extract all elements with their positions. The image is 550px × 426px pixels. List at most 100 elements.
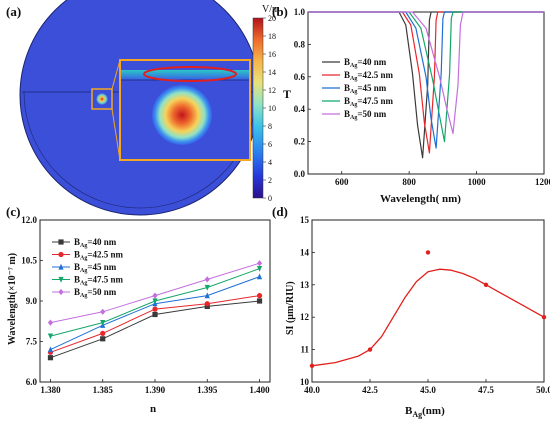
plot-d-point bbox=[309, 363, 315, 368]
plot-d-point bbox=[483, 282, 489, 287]
plot-b-series-line bbox=[308, 11, 544, 159]
plot-c-legend-label: BAg=42.5 nm bbox=[74, 250, 123, 262]
plot-c-point bbox=[256, 266, 263, 272]
plot-d-ytick-label: 14 bbox=[300, 247, 310, 257]
panel-c-label: (c) bbox=[6, 204, 20, 219]
core-field-hotspot bbox=[152, 85, 212, 145]
plot-c-point bbox=[100, 320, 106, 326]
plot-b-series-line bbox=[308, 11, 544, 143]
plot-c-xlabel: n bbox=[150, 403, 156, 415]
panel-a-label: (a) bbox=[6, 4, 21, 19]
plot-c-legend-sub: Ag bbox=[80, 268, 87, 274]
plot-b-ytick-label: 0.2 bbox=[294, 137, 306, 147]
plot-b-xtick-label: 800 bbox=[402, 177, 416, 187]
plot-c-legend-label: BAg=50 nm bbox=[74, 287, 117, 299]
plot-d-ylabel: SI (μm/RIU) bbox=[285, 281, 296, 335]
plot-d-xlabel-suffix: (nm) bbox=[422, 405, 445, 417]
plot-b-ytick-label: 0.6 bbox=[294, 72, 306, 82]
plot-c-legend-text: =50 nm bbox=[87, 287, 116, 297]
plot-b-legend-text: =47.5 nm bbox=[357, 96, 393, 106]
colorbar-tick-label: 16 bbox=[268, 50, 276, 59]
plot-c-xtick-label: 1.380 bbox=[40, 385, 61, 395]
plot-c-point bbox=[152, 298, 158, 305]
plot-c-legend-text: =42.5 nm bbox=[87, 250, 123, 260]
plot-d-xtick-label: 45.0 bbox=[420, 385, 436, 395]
plot-d-xlabel-sub: Ag bbox=[412, 410, 422, 419]
plot-c-point bbox=[47, 319, 54, 326]
plot-c-point bbox=[256, 293, 263, 299]
plot-c-legend-sub: Ag bbox=[80, 293, 87, 299]
plot-b-legend-text: =40 nm bbox=[357, 57, 386, 67]
plot-d-ytick-label: 10 bbox=[300, 377, 310, 387]
colorbar-tick-label: 8 bbox=[268, 122, 272, 131]
highlight-ellipse bbox=[143, 66, 237, 82]
colorbar-tick-label: 2 bbox=[268, 176, 272, 185]
plot-c-legend-label: BAg=47.5 nm bbox=[74, 275, 123, 287]
plot-c-point bbox=[152, 292, 158, 299]
plot-c-point bbox=[204, 284, 210, 291]
plot-d-ytick-label: 15 bbox=[300, 215, 310, 225]
plot-b-ytick-label: 1.0 bbox=[294, 7, 306, 17]
plot-c-point bbox=[204, 292, 210, 299]
plot-c-legend-label: BAg=45 nm bbox=[74, 262, 117, 274]
plot-c-legend-prefix: B bbox=[74, 275, 80, 285]
panel-d-label: (d) bbox=[272, 204, 288, 219]
colorbar-unit: V/m bbox=[262, 4, 280, 15]
plot-c-point bbox=[256, 273, 263, 280]
colorbar-tick-label: 12 bbox=[268, 86, 276, 95]
plot-b-legend-label: BAg=50 nm bbox=[344, 109, 387, 121]
plot-c-xtick-label: 1.390 bbox=[145, 385, 166, 395]
plot-c-legend-sub: Ag bbox=[80, 256, 87, 262]
plot-c-ytick-label: 6.0 bbox=[26, 377, 38, 387]
plot-d-fit-curve bbox=[311, 268, 545, 367]
plot-c-ylabel: Wavelength(×10⁻⁷ m) bbox=[7, 253, 18, 345]
plot-b-legend-label: BAg=40 nm bbox=[344, 57, 387, 69]
plot-b-legend-sub: Ag bbox=[350, 115, 357, 121]
plot-c-legend-text: =40 nm bbox=[87, 237, 116, 247]
panel-d: (d) 40.0 42.5 45.0 47.5 50.0 10 11 12 13 14 15 SI … bbox=[272, 204, 550, 419]
plot-b-xtick-label: 600 bbox=[335, 177, 349, 187]
plot-c-legend-marker bbox=[58, 276, 64, 283]
plot-c-ytick-label: 7.5 bbox=[26, 337, 38, 347]
plot-b-ytick-label: 0.4 bbox=[294, 104, 306, 114]
plot-b-legend-sub: Ag bbox=[350, 76, 357, 82]
plot-d-point bbox=[541, 315, 547, 320]
colorbar-tick-label: 20 bbox=[268, 14, 276, 23]
plot-b-series-line bbox=[308, 11, 544, 149]
plot-c-point bbox=[256, 260, 263, 267]
plot-c-legend-text: =45 nm bbox=[87, 262, 116, 272]
plot-c-legend-marker bbox=[58, 239, 64, 245]
plot-b-legend-sub: Ag bbox=[350, 89, 357, 95]
plot-b-legend-text: =50 nm bbox=[357, 109, 386, 119]
plot-d-ytick-label: 12 bbox=[300, 312, 310, 322]
plot-b-legend-text: =42.5 nm bbox=[357, 70, 393, 80]
plot-b-legend-prefix: B bbox=[344, 83, 350, 93]
plot-d-xlabel-prefix: B bbox=[405, 405, 413, 417]
plot-b-xlabel: Wavelength( nm) bbox=[380, 193, 461, 205]
plot-c-point bbox=[204, 301, 210, 307]
plot-d-xtick-label: 50.0 bbox=[536, 385, 550, 395]
plot-c-point bbox=[47, 355, 54, 361]
plot-c-legend-prefix: B bbox=[74, 287, 80, 297]
plot-d-xtick-label: 47.5 bbox=[478, 385, 494, 395]
plot-b-legend-label: BAg=47.5 nm bbox=[344, 96, 393, 108]
plot-d-point bbox=[425, 250, 431, 255]
plot-b-legend-prefix: B bbox=[344, 57, 350, 67]
plot-d-axes: 40.0 42.5 45.0 47.5 50.0 10 11 12 13 14 15 bbox=[300, 215, 550, 395]
plot-d-xtick-label: 42.5 bbox=[362, 385, 378, 395]
colorbar-tick-label: 10 bbox=[268, 104, 276, 113]
plot-c-axes: 1.380 1.385 1.390 1.395 1.400 6.0 7.5 9.0 10.5 12… bbox=[21, 215, 270, 395]
plot-c-xtick-label: 1.395 bbox=[197, 385, 218, 395]
small-core-spot bbox=[96, 93, 108, 105]
plot-c-point bbox=[204, 276, 210, 283]
plot-d-xtick-label: 40.0 bbox=[304, 385, 320, 395]
plot-b-legend-prefix: B bbox=[344, 96, 350, 106]
plot-c-legend-label: BAg=40 nm bbox=[74, 237, 117, 249]
plot-d-ytick-label: 11 bbox=[300, 345, 309, 355]
silver-film-band bbox=[121, 70, 249, 80]
plot-d-fit bbox=[311, 268, 545, 367]
